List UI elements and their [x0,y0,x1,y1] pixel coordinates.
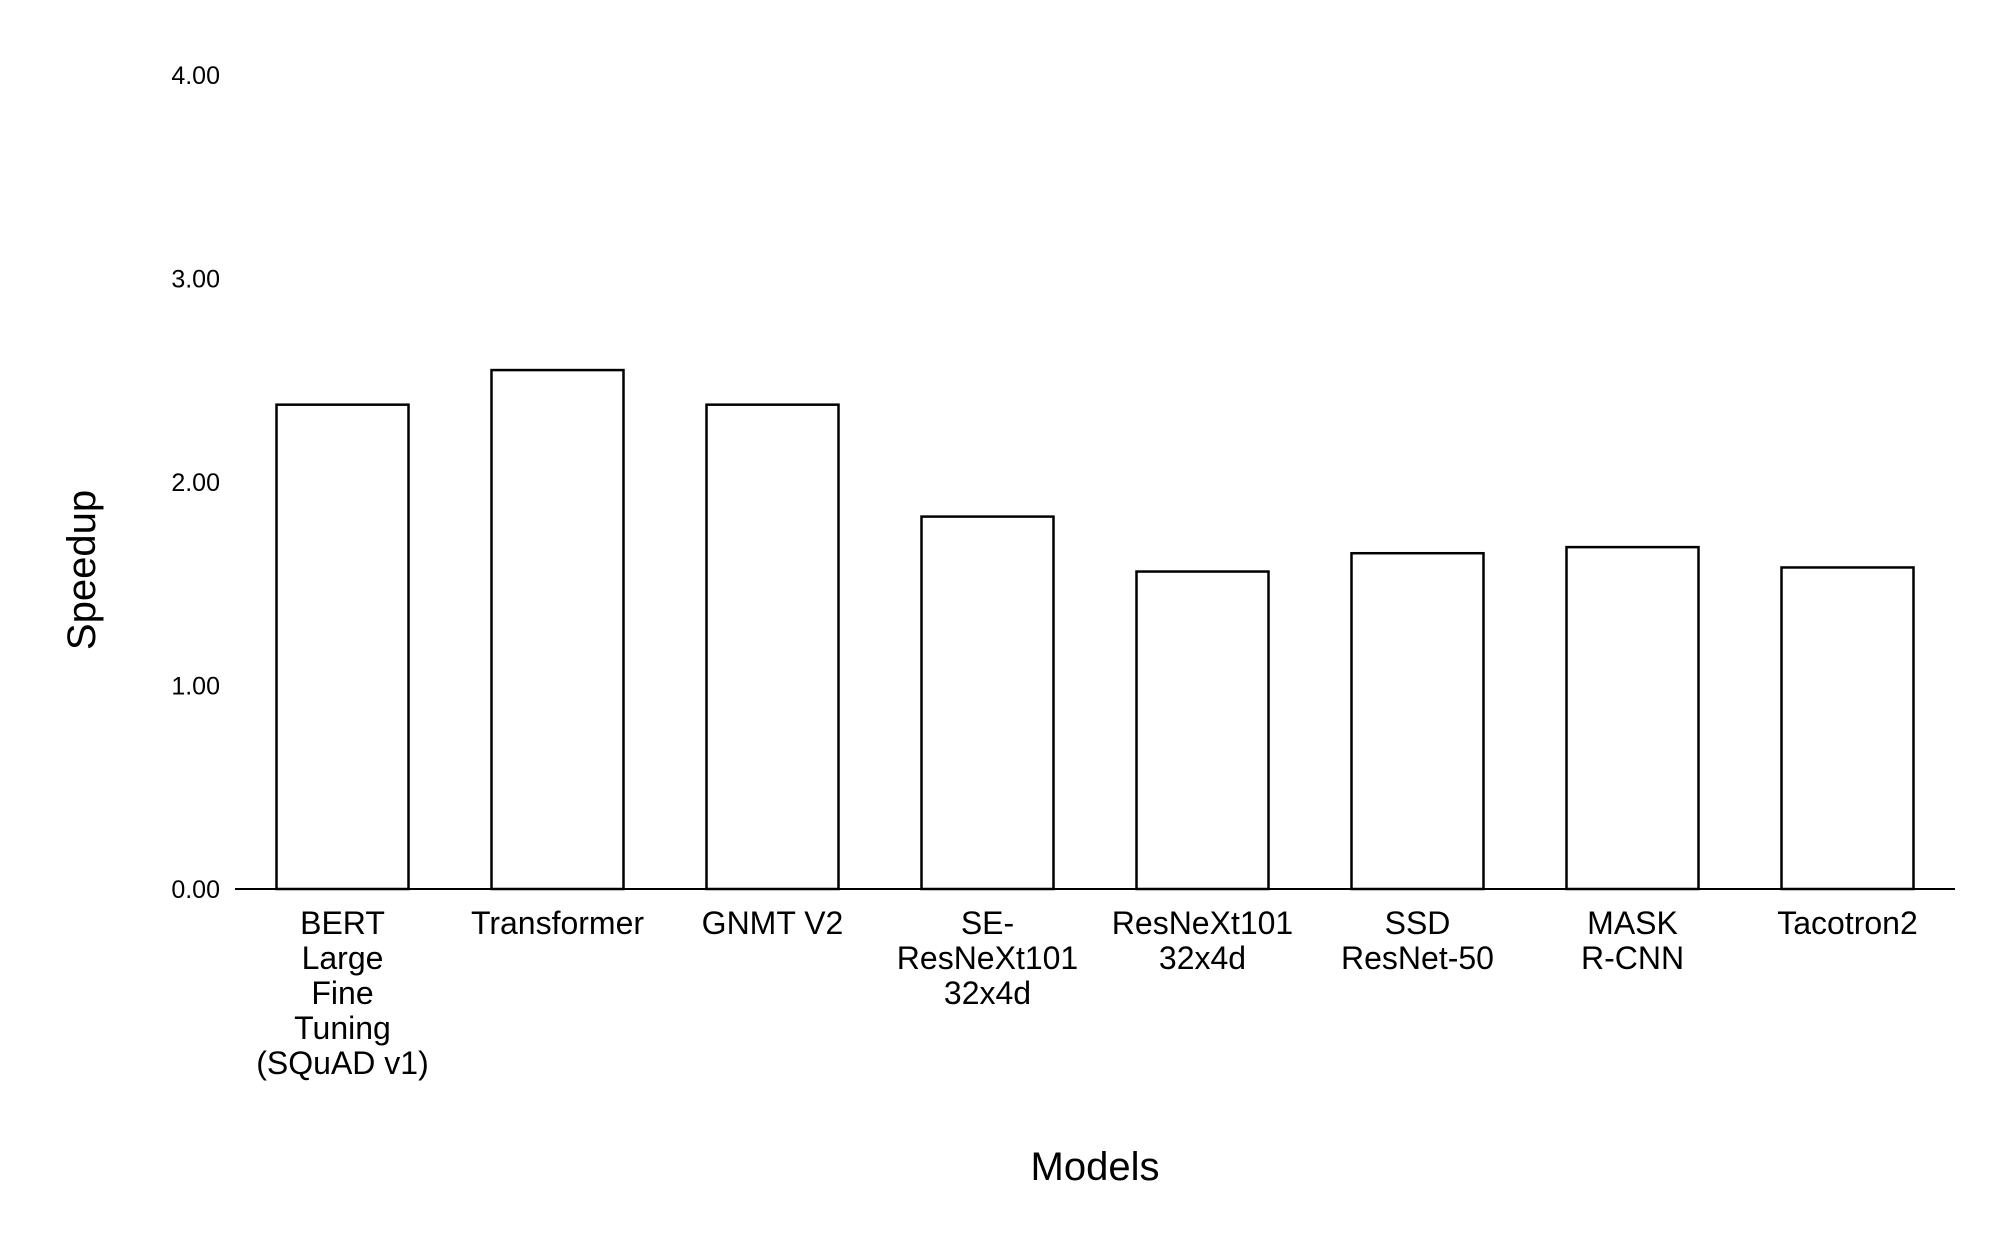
x-tick-label: Transformer [471,905,644,941]
x-tick-label: BERT Large Fine Tuning (SQuAD v1) [256,905,428,1081]
bar [1565,545,1700,891]
x-tick-label: ResNeXt101 32x4d [1112,905,1293,976]
x-axis-title: Models [1031,1145,1160,1189]
x-tick-label: GNMT V2 [702,905,844,941]
y-tick-label: 3.00 [171,266,220,294]
x-tick-label: SE-ResNeXt101 32x4d [897,905,1078,1011]
x-axis-category-labels: BERT Large Fine Tuning (SQuAD v1) Transformer… [256,905,1918,1081]
bar [490,368,625,891]
y-tick-label: 1.00 [171,673,220,701]
y-axis-ticks: 0.00 1.00 2.00 3.00 4.00 [171,62,220,904]
bar [705,403,840,891]
bar [1350,551,1485,891]
bar [275,403,410,891]
y-tick-label: 0.00 [171,876,220,904]
bar [1135,570,1270,891]
bar [1780,566,1915,891]
y-tick-label: 4.00 [171,62,220,90]
y-tick-label: 2.00 [171,469,220,497]
y-axis-title: Speedup [60,490,104,650]
x-tick-label: Tacotron2 [1777,905,1918,941]
x-tick-label: MASK R-CNN [1581,905,1684,976]
x-tick-label: SSD ResNet-50 [1341,905,1494,976]
bar [920,515,1055,891]
bars [275,368,1915,891]
